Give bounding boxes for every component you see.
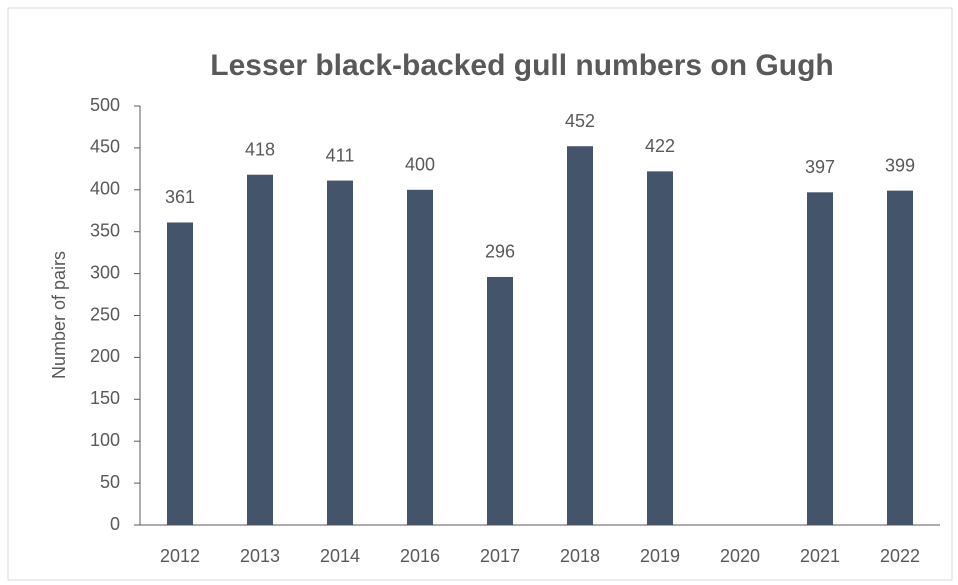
y-tick-label: 350 xyxy=(90,220,120,240)
bar xyxy=(487,276,513,525)
chart-border xyxy=(7,7,953,581)
data-label: 296 xyxy=(485,242,515,262)
bar xyxy=(567,146,593,525)
x-tick-label: 2016 xyxy=(400,546,440,566)
bar xyxy=(247,174,273,525)
data-label: 422 xyxy=(645,136,675,156)
y-tick-label: 500 xyxy=(90,95,120,115)
bar xyxy=(647,171,673,525)
chart-title: Lesser black-backed gull numbers on Gugh xyxy=(210,49,833,82)
y-tick-label: 300 xyxy=(90,262,120,282)
x-tick-label: 2012 xyxy=(160,546,200,566)
y-tick-label: 150 xyxy=(90,388,120,408)
x-tick-label: 2022 xyxy=(880,546,920,566)
y-axis-label: Number of pairs xyxy=(49,251,69,379)
data-label: 399 xyxy=(885,155,915,175)
x-tick-label: 2017 xyxy=(480,546,520,566)
bar xyxy=(407,189,433,526)
bar xyxy=(167,222,193,525)
data-label: 397 xyxy=(805,157,835,177)
x-tick-label: 2020 xyxy=(720,546,760,566)
bar xyxy=(887,190,913,525)
data-label: 418 xyxy=(245,139,275,159)
bar xyxy=(327,180,353,525)
x-tick-label: 2019 xyxy=(640,546,680,566)
x-tick-label: 2014 xyxy=(320,546,360,566)
x-tick-label: 2018 xyxy=(560,546,600,566)
data-label: 452 xyxy=(565,111,595,131)
y-tick-label: 100 xyxy=(90,430,120,450)
y-tick-label: 450 xyxy=(90,137,120,157)
x-tick-label: 2021 xyxy=(800,546,840,566)
data-label: 361 xyxy=(165,187,195,207)
bar xyxy=(807,192,833,525)
data-label: 400 xyxy=(405,155,435,175)
y-tick-label: 0 xyxy=(110,514,120,534)
data-label: 411 xyxy=(326,145,355,165)
y-tick-label: 200 xyxy=(90,346,120,366)
x-tick-label: 2013 xyxy=(240,546,280,566)
y-tick-label: 250 xyxy=(90,304,120,324)
y-tick-label: 400 xyxy=(90,179,120,199)
y-tick-label: 50 xyxy=(100,472,120,492)
